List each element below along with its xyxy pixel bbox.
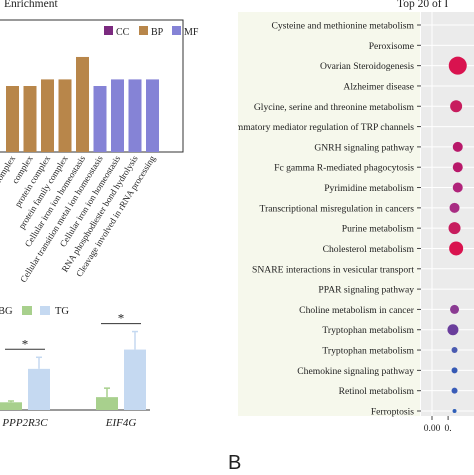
kegg-bubble: [452, 141, 463, 152]
qpcr-bar-chart: BG TG * PPP2R3C * EIF4G: [0, 306, 150, 429]
go-bar: [76, 56, 89, 152]
qpcr-bar: [124, 349, 146, 410]
go-bar: [146, 79, 159, 152]
kegg-pathway-label: SNARE interactions in vesicular transpor…: [252, 264, 414, 275]
kegg-pathway-label: Alzheimer disease: [343, 81, 414, 92]
kegg-bubble: [448, 56, 467, 75]
go-legend-swatch-mf: [172, 26, 181, 35]
go-legend-label-bp: BP: [151, 27, 164, 38]
go-bar: [111, 79, 124, 152]
kegg-bubble: [449, 241, 464, 256]
qpcr-category-label: EIF4G: [105, 417, 137, 429]
significance-star: *: [22, 336, 29, 351]
go-legend-label-cc: CC: [116, 27, 130, 38]
kegg-pathway-label: Choline metabolism in cancer: [299, 305, 415, 316]
go-bar: [41, 79, 54, 152]
qpcr-legend-swatch-bg: [22, 306, 32, 315]
qpcr-legend-label-tg: TG: [55, 306, 69, 317]
kegg-pathway-label: Fc gamma R-mediated phagocytosis: [274, 163, 414, 174]
kegg-pathway-label: GNRH signaling pathway: [314, 142, 414, 153]
significance-star: *: [118, 311, 125, 326]
kegg-pathway-label: Ovarian Steroidogenesis: [320, 61, 414, 72]
kegg-bubble: [447, 324, 459, 336]
go-plot-frame: [0, 19, 184, 153]
kegg-bubble: [451, 347, 458, 354]
kegg-bubble: [450, 100, 463, 113]
kegg-bubble: [451, 387, 458, 394]
go-bar: [128, 79, 142, 152]
kegg-pathway-label: Glycine, serine and threonine metabolism: [254, 102, 415, 113]
kegg-pathway-label: Chemokine signaling pathway: [297, 366, 414, 377]
qpcr-category-label: PPP2R3C: [1, 417, 48, 429]
kegg-x-tick-label: 0.: [445, 424, 452, 434]
kegg-pathway-label: Cholesterol metabolism: [323, 244, 415, 255]
qpcr-legend-label-bg: BG: [0, 306, 13, 317]
kegg-pathway-label: Inflammatory mediator regulation of TRP …: [238, 122, 414, 133]
qpcr-legend-swatch-tg: [40, 306, 50, 315]
qpcr-bar: [96, 397, 118, 410]
go-panel-title: Enrichment: [4, 0, 58, 10]
kegg-label-background: [238, 12, 420, 416]
kegg-pathway-label: PPAR signaling pathway: [318, 285, 414, 296]
kegg-bubble: [452, 409, 457, 413]
qpcr-bar: [28, 368, 50, 410]
go-bar: [6, 86, 19, 152]
go-bar: [58, 79, 72, 152]
kegg-pathway-label: Cysteine and methionine metabolism: [271, 21, 414, 32]
kegg-x-tick-label: 0.00: [424, 424, 441, 434]
kegg-pathway-label: Tryptophan metabolism: [322, 325, 414, 336]
go-bar: [93, 86, 107, 152]
panel-letter-b: B: [228, 452, 242, 474]
kegg-bubble: [452, 162, 463, 173]
kegg-pathway-label: Purine metabolism: [342, 224, 415, 235]
go-bar: [23, 86, 37, 152]
go-legend-swatch-cc: [104, 26, 113, 35]
kegg-panel-title: Top 20 of I: [397, 0, 449, 10]
kegg-bubble: [451, 367, 458, 374]
kegg-pathway-label: Pyrimidine metabolism: [324, 183, 414, 194]
kegg-plot-background: [421, 12, 474, 416]
qpcr-bar: [0, 402, 22, 410]
kegg-pathway-label: Transcriptional misregulation in cancers: [260, 203, 415, 214]
kegg-bubble-chart: Cysteine and methionine metabolism Peroxi…: [238, 12, 474, 434]
kegg-pathway-label: Peroxisome: [369, 41, 414, 52]
go-legend-swatch-bp: [139, 26, 148, 35]
kegg-pathway-label: Ferroptosis: [371, 407, 414, 418]
kegg-bubble: [452, 182, 463, 193]
kegg-pathway-label: Retinol metabolism: [339, 386, 415, 397]
kegg-bubble: [449, 202, 460, 213]
kegg-pathway-label: Tryptophan metabolism: [322, 346, 414, 357]
go-legend-label-mf: MF: [184, 27, 199, 38]
kegg-bubble: [448, 222, 461, 235]
kegg-bubble: [450, 304, 460, 314]
